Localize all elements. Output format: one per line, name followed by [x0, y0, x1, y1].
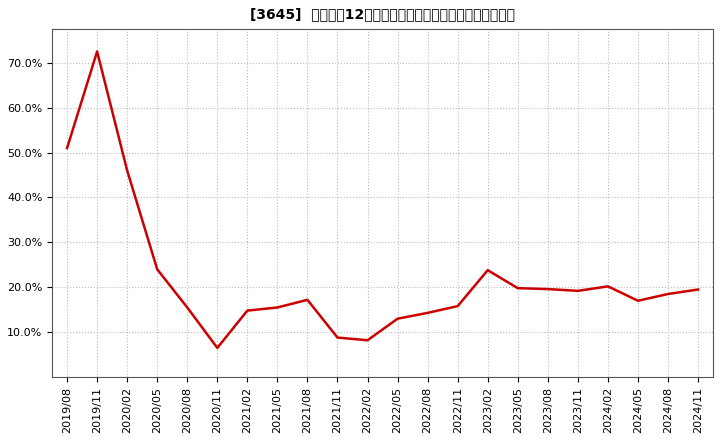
Title: [3645]  売上高の12か月移動合計の対前年同期増減率の推移: [3645] 売上高の12か月移動合計の対前年同期増減率の推移 — [250, 7, 515, 21]
